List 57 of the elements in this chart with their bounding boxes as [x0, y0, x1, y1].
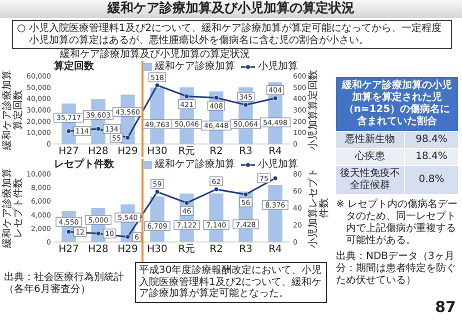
- point: [96, 231, 101, 236]
- x-tick-label: H27: [58, 244, 80, 255]
- y-axis-title: 緩和ケア診療加算レセプト件数: [2, 167, 25, 250]
- legend-label: 緩和ケア診療加算: [155, 61, 235, 73]
- point: [214, 186, 219, 192]
- source-note: 出典：社会医療行為別統計（各年6月審査分）: [4, 272, 125, 296]
- point: [96, 126, 101, 132]
- legend-label: 小児加算: [258, 159, 298, 171]
- category-label: 悪性新生物: [336, 132, 404, 148]
- point: [154, 189, 160, 194]
- point: [243, 102, 248, 108]
- source-note: 出典：NDBデータ（3ヶ月分：期間は患者特定を防ぐため伏せている）: [336, 251, 457, 287]
- x-tick-label: H29: [116, 244, 139, 255]
- chart-title: 緩和ケア診療加算及び小児加算の算定状況: [59, 49, 251, 60]
- point: [154, 82, 160, 88]
- x-tick-label: R3: [238, 244, 254, 255]
- point: [214, 95, 219, 100]
- point: [66, 128, 72, 134]
- category-label: 心疾患: [336, 149, 404, 165]
- x-tick-label: H28: [87, 146, 110, 157]
- point: [184, 200, 190, 206]
- x-tick-label: H30: [146, 146, 168, 157]
- text: 緩和ケア診療加算の小児加算を算定された児（n=125）の傷病名に含まれていた割合: [336, 77, 458, 131]
- x-tick-label: R4: [268, 244, 283, 255]
- point: [243, 192, 248, 197]
- point: [125, 135, 130, 140]
- text: ○ 小児入院医療管理料1及び2について、緩和ケア診療加算が算定可能になってから、一定程度小児加算の算定はあるが、悪性腫瘍以外を傷病名に含む児の割合が小さい。: [12, 20, 452, 49]
- text: 0.8%: [418, 174, 444, 185]
- text: 18.4%: [416, 151, 448, 162]
- point: [272, 96, 278, 101]
- x-tick-label: R2: [208, 244, 224, 255]
- x-tick-label: H29: [116, 146, 139, 157]
- y2-axis-title: 小児加算レセプト件数: [308, 167, 331, 250]
- text: ※ レセプト内の傷病名データのため、同一レセプト内で上記傷病が重複する可能性がある。: [336, 199, 458, 247]
- x-tick-label: H30: [146, 244, 168, 255]
- x-tick-label: R4: [268, 146, 283, 157]
- text: 緩和ケア診療加算及び小児加算の算定状況: [0, 1, 462, 17]
- y2-axis-title: 小児加算算定回数: [308, 69, 320, 152]
- point: [125, 234, 130, 240]
- text: 98.4%: [416, 134, 448, 145]
- text: 87: [435, 298, 456, 316]
- x-tick-label: R元: [177, 244, 196, 255]
- x-tick-label: R3: [238, 146, 254, 157]
- point: [184, 94, 190, 99]
- point: [66, 229, 72, 234]
- legend-label: 緩和ケア診療加算: [155, 159, 235, 171]
- x-tick-label: H27: [58, 146, 80, 157]
- x-tick-label: R元: [177, 146, 196, 157]
- x-tick-label: H28: [87, 244, 110, 255]
- y-axis-title: 緩和ケア診療加算算定回数: [2, 69, 25, 152]
- chart-subtitle: 算定回数: [54, 61, 94, 73]
- chart-subtitle: レセプト件数: [54, 159, 114, 171]
- text: 平成30年度診療報酬改定において、小児入院医療管理料1及び2について、緩和ケア診療加算が算定可能となった。: [135, 262, 327, 302]
- point: [272, 176, 278, 181]
- category-label: 後天性免疫不全症候群: [336, 166, 404, 194]
- legend-label: 小児加算: [258, 61, 298, 73]
- x-tick-label: R2: [208, 146, 224, 157]
